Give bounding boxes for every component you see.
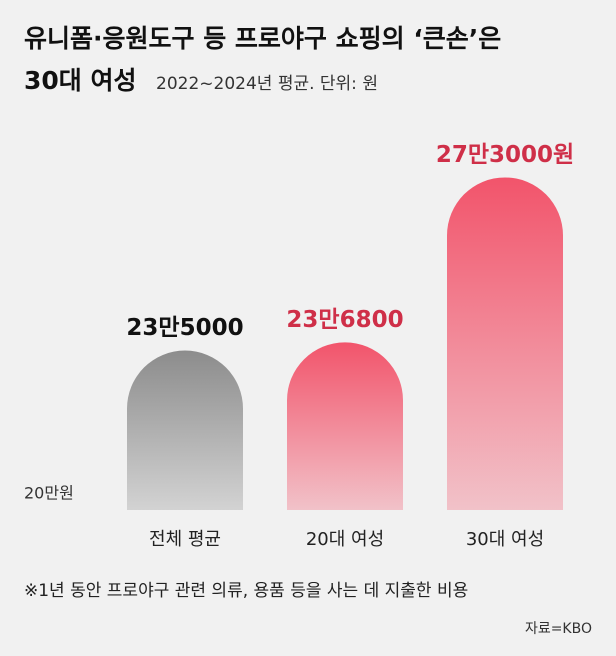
x-tick-label: 전체 평균 (149, 529, 221, 550)
chart-title: 유니폼·응원도구 등 프로야구 쇼핑의 ‘큰손’은 (24, 24, 501, 53)
bar (447, 177, 563, 510)
x-tick-label: 20대 여성 (306, 529, 384, 550)
y-tick-label: 20만원 (24, 484, 74, 503)
source: 자료=KBO (525, 621, 592, 637)
x-tick-label: 30대 여성 (466, 529, 544, 550)
value-label: 23만5000 (126, 315, 243, 341)
bar (287, 342, 403, 510)
footnote: ※1년 동안 프로야구 관련 의류, 용품 등을 사는 데 지출한 비용 (24, 581, 468, 601)
chart-subtitle: 2022~2024년 평균. 단위: 원 (156, 74, 378, 94)
chart-title: 30대 여성 (24, 66, 137, 95)
bar (127, 350, 243, 510)
value-label: 23만6800 (286, 307, 403, 333)
value-label: 27만3000원 (436, 142, 574, 168)
